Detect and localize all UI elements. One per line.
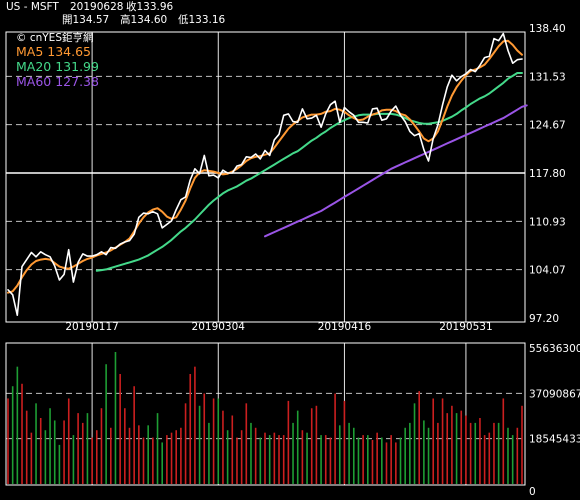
price-y-tick: 138.40 [529, 23, 566, 35]
price-y-ticks: 138.40 131.53 124.67 117.80 110.93 104.07 97.2… [529, 23, 566, 325]
date-label: 20190628 [70, 1, 124, 13]
volume-panel: 55636300 37090867 18545433 0 [5, 342, 580, 498]
brand-label: © cnYES鉅亨網 [16, 32, 94, 44]
legend-ma20: MA20 131.99 [16, 59, 99, 74]
volume-y-tick: 55636300 [529, 343, 580, 355]
ma20-line [95, 72, 523, 272]
price-lines [7, 32, 528, 316]
price-y-tick: 104.07 [529, 265, 566, 277]
volume-bars [7, 351, 523, 484]
price-y-tick: 110.93 [529, 216, 566, 228]
price-x-tick: 20190416 [318, 321, 372, 333]
chart-legend: © cnYES鉅亨網 MA5 134.65 MA20 131.99 MA60 1… [16, 32, 99, 89]
volume-panel-frame [5, 342, 526, 486]
price-y-tick: 117.80 [529, 168, 566, 180]
price-line [7, 32, 523, 316]
volume-y-tick: 0 [529, 486, 536, 498]
price-y-tick: 124.67 [529, 120, 566, 132]
volume-y-ticks: 55636300 37090867 18545433 0 [529, 343, 580, 498]
price-x-ticks: 20190117 20190304 20190416 20190531 [65, 32, 493, 485]
open-price-label: 開134.57 [62, 14, 110, 26]
price-x-tick: 20190304 [192, 321, 246, 333]
legend-ma60: MA60 127.38 [16, 74, 99, 89]
legend-ma5: MA5 134.65 [16, 44, 91, 59]
header-bar: US - MSFT 20190628 收133.96 開134.57 高134.… [0, 0, 580, 28]
ma5-line [7, 39, 523, 294]
price-x-tick: 20190117 [65, 321, 118, 333]
high-price-label: 高134.60 [120, 14, 168, 26]
price-panel: 138.40 131.53 124.67 117.80 110.93 104.07 97.2… [5, 23, 566, 485]
price-panel-frame [5, 31, 526, 323]
price-y-tick: 97.20 [529, 313, 559, 325]
volume-y-tick: 18545433 [529, 434, 580, 446]
ma60-line [264, 104, 528, 238]
price-x-tick: 20190531 [439, 321, 492, 333]
symbol-label: US - MSFT [6, 1, 59, 13]
volume-y-tick: 37090867 [529, 388, 580, 400]
price-y-tick: 131.53 [529, 71, 566, 83]
close-price-label: 收133.96 [126, 1, 174, 13]
low-price-label: 低133.16 [178, 14, 226, 26]
